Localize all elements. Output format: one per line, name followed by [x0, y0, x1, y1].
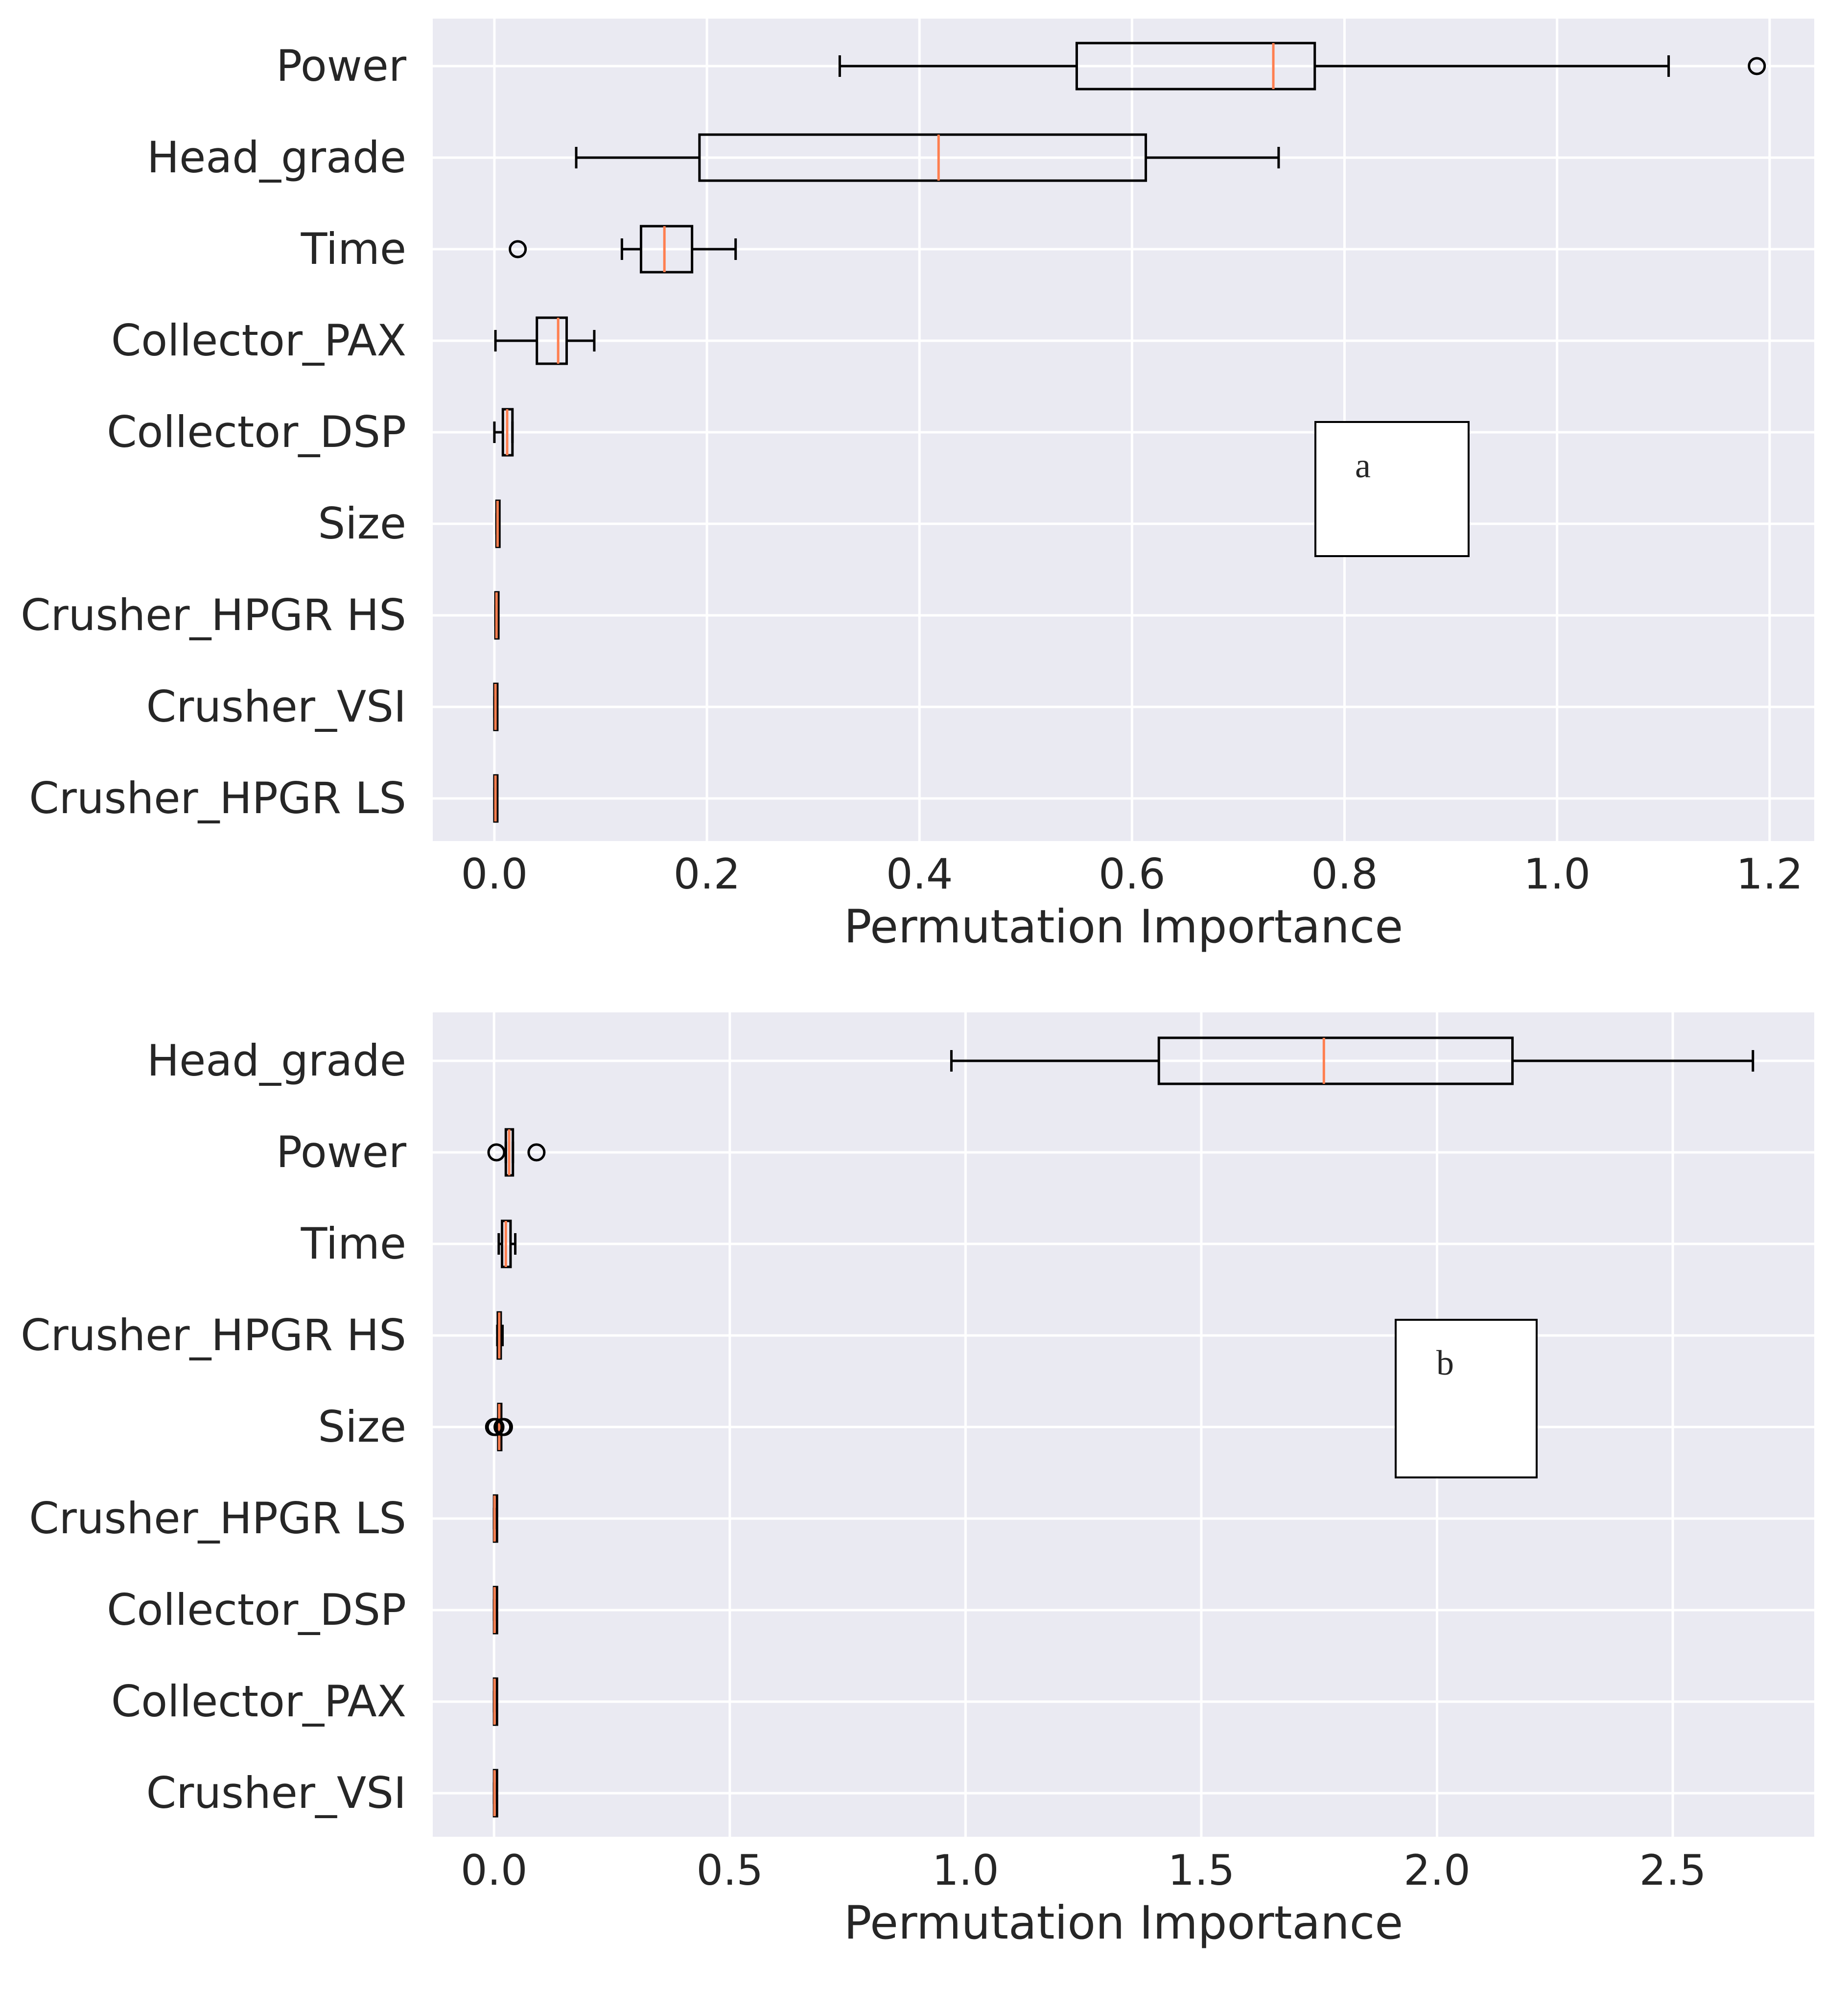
box-size [485, 1403, 513, 1451]
x-tick-label: 1.0 [932, 1846, 999, 1895]
x-axis-label: Permutation Importance [844, 1896, 1403, 1950]
box-crusher-hpgr-ls [493, 774, 499, 823]
y-tick-label-power: Power [276, 41, 407, 91]
y-tick-label-head-grade: Head_grade [147, 1035, 406, 1086]
panel-label-box [1395, 1319, 1538, 1478]
y-tick-label-collector-dsp: Collector_DSP [107, 1585, 406, 1635]
box-collector-pax [494, 316, 596, 365]
x-tick-label: 0.4 [886, 850, 953, 899]
x-tick-label: 2.5 [1639, 1846, 1707, 1895]
y-tick-label-crusher-hpgr-ls: Crusher_HPGR LS [29, 1493, 406, 1544]
y-tick-label-collector-pax: Collector_PAX [111, 315, 406, 366]
panel-label-box [1314, 421, 1470, 557]
x-tick-label: 2.0 [1404, 1846, 1471, 1895]
y-tick-label-power: Power [276, 1127, 407, 1177]
plot-area [433, 1012, 1814, 1837]
x-tick-label: 0.0 [461, 1846, 528, 1895]
x-tick-label: 0.8 [1311, 850, 1378, 899]
y-tick-label-crusher-vsi: Crusher_VSI [146, 1768, 406, 1818]
y-tick-label-collector-pax: Collector_PAX [111, 1676, 406, 1727]
iqr-box [1075, 42, 1316, 91]
box-collector-dsp [492, 1586, 498, 1635]
iqr-box [639, 225, 694, 274]
iqr-box [698, 133, 1147, 182]
outlier-point [1748, 57, 1766, 75]
x-tick-label: 0.0 [461, 850, 528, 899]
box-time [509, 225, 737, 274]
box-size [495, 499, 501, 548]
y-tick-label-time: Time [301, 1218, 406, 1269]
y-tick-label-head-grade: Head_grade [147, 132, 406, 183]
y-tick-label-crusher-hpgr-hs: Crusher_HPGR HS [21, 1310, 406, 1360]
panel-label: b [1436, 1343, 1454, 1382]
box-power [838, 42, 1766, 91]
plot-area [433, 19, 1814, 841]
y-tick-label-time: Time [301, 224, 406, 274]
x-tick-label: 1.5 [1168, 1846, 1235, 1895]
x-axis-label: Permutation Importance [844, 900, 1403, 954]
box-crusher-hpgr-ls [492, 1494, 498, 1543]
box-head-grade [575, 133, 1280, 182]
box-collector-dsp [493, 408, 514, 457]
box-collector-pax [492, 1677, 498, 1726]
x-tick-label: 1.0 [1523, 850, 1591, 899]
x-tick-label: 0.6 [1099, 850, 1166, 899]
box-crusher-vsi [492, 1769, 498, 1818]
x-tick-label: 0.5 [696, 1846, 763, 1895]
outlier-point [486, 1418, 505, 1436]
outlier-point [494, 1418, 513, 1436]
y-tick-label-crusher-hpgr-ls: Crusher_HPGR LS [29, 773, 406, 823]
panel-b-chart: 0.0 0.5 1.0 1.5 2.0 2.5 Permutation Importance… [21, 1012, 1814, 1950]
box-head-grade [950, 1036, 1754, 1085]
y-tick-label-collector-dsp: Collector_DSP [107, 407, 406, 457]
y-tick-label-crusher-vsi: Crusher_VSI [146, 681, 406, 732]
box-crusher-hpgr-hs [494, 591, 500, 640]
y-tick-label-crusher-hpgr-hs: Crusher_HPGR HS [21, 590, 406, 640]
outlier-point [509, 240, 527, 258]
outlier-point [527, 1143, 546, 1162]
iqr-box [1157, 1036, 1514, 1085]
box-power [487, 1128, 546, 1177]
x-tick-label: 0.2 [674, 850, 741, 899]
y-tick-label-size: Size [318, 1402, 406, 1452]
iqr-box [536, 316, 568, 365]
outlier-point [487, 1143, 506, 1162]
panel-a-chart: 0.0 0.2 0.4 0.6 0.8 1.0 1.2 Permutation Importa… [21, 19, 1814, 954]
x-tick-label: 1.2 [1736, 850, 1803, 899]
box-time [497, 1219, 517, 1268]
panel-label: a [1355, 446, 1371, 485]
y-tick-label-size: Size [318, 498, 406, 549]
box-crusher-hpgr-hs [496, 1311, 504, 1360]
box-crusher-vsi [493, 682, 499, 731]
